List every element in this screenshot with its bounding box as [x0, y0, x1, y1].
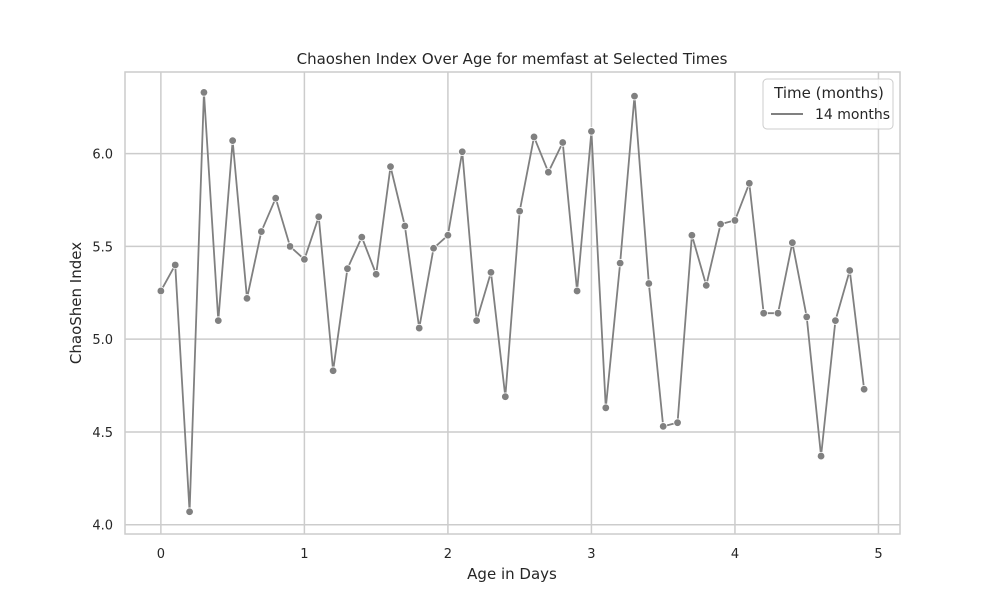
data-point [185, 507, 194, 516]
x-axis-label: Age in Days [467, 565, 557, 583]
data-point [515, 206, 524, 216]
data-point [558, 138, 567, 147]
legend-title: Time (months) [773, 84, 884, 102]
data-point [171, 260, 180, 270]
x-tick-label: 4 [731, 547, 739, 562]
data-point [400, 221, 410, 231]
data-point [228, 136, 237, 145]
data-point [300, 255, 309, 264]
data-point [285, 242, 295, 251]
data-point [271, 193, 280, 203]
legend-series-label: 14 months [815, 107, 890, 123]
x-tick-label: 0 [157, 547, 165, 562]
data-point [702, 281, 711, 290]
data-point [486, 268, 496, 277]
data-point [687, 231, 697, 240]
y-tick-label: 5.5 [92, 240, 113, 255]
series-line [160, 91, 866, 513]
data-point [673, 418, 682, 427]
data-point [314, 212, 323, 221]
grid-lines [125, 72, 900, 534]
data-point [429, 244, 438, 253]
data-point [773, 309, 783, 318]
data-point [242, 294, 252, 303]
y-tick-label: 5.0 [92, 333, 113, 348]
data-point [745, 179, 754, 188]
data-point [328, 366, 338, 375]
y-tick-label: 4.5 [92, 426, 113, 441]
x-tick-label: 5 [874, 547, 882, 562]
data-point [386, 162, 395, 171]
data-point [156, 286, 166, 296]
y-axis-label: ChaoShen Index [67, 242, 85, 364]
chart-title: Chaoshen Index Over Age for memfast at S… [297, 50, 728, 68]
data-point [572, 286, 582, 296]
legend: Time (months) 14 months [762, 78, 894, 130]
data-point [415, 323, 424, 333]
x-tick-label: 1 [300, 547, 308, 562]
data-point [472, 316, 481, 325]
axis-ticks: 0 1 2 3 4 5 4.0 4.5 5.0 5.5 6.0 [92, 148, 882, 562]
data-point [816, 451, 826, 461]
data-point [644, 279, 654, 288]
series-layer [156, 88, 869, 516]
data-point [458, 147, 467, 156]
data-point [658, 422, 668, 431]
data-point [214, 316, 223, 325]
data-point [845, 266, 854, 275]
data-point [529, 132, 539, 142]
data-point [357, 232, 367, 242]
data-point [257, 227, 266, 236]
data-point [730, 216, 740, 225]
data-point [802, 312, 811, 322]
data-point [630, 91, 639, 101]
data-point [759, 309, 768, 318]
data-point [544, 167, 553, 177]
data-point [831, 316, 840, 325]
data-point [343, 264, 352, 273]
legend-box [762, 78, 894, 130]
data-point [199, 88, 209, 97]
data-point [716, 219, 725, 229]
data-point [587, 127, 596, 136]
y-tick-label: 4.0 [92, 519, 113, 534]
data-point [615, 258, 625, 268]
x-tick-label: 2 [444, 547, 452, 562]
data-point [859, 385, 869, 394]
data-point [371, 270, 381, 279]
data-point [501, 392, 510, 401]
x-tick-label: 3 [587, 547, 595, 562]
data-point [601, 403, 610, 413]
plot-area-frame [124, 71, 901, 535]
y-tick-label: 6.0 [92, 148, 113, 163]
data-point [788, 238, 797, 247]
data-point [443, 231, 453, 240]
